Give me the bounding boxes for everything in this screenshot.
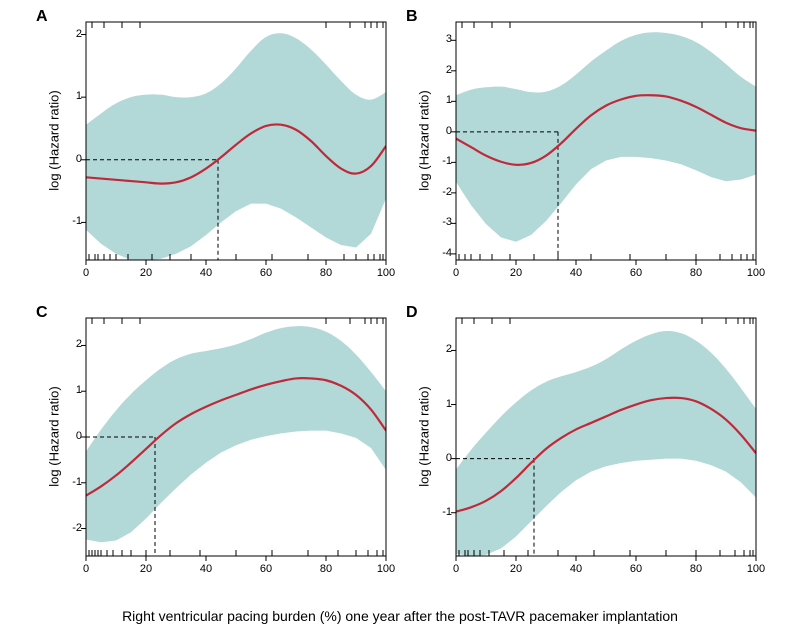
y-tick-label: -4 <box>432 247 452 259</box>
y-tick-label: 1 <box>62 90 82 102</box>
panel-B: Blog (Hazard ratio)020406080100-4-3-2-10… <box>434 14 764 272</box>
y-tick-label: -1 <box>432 155 452 167</box>
x-tick-label: 20 <box>136 563 156 575</box>
y-tick-label: 0 <box>432 452 452 464</box>
y-tick-label: 1 <box>432 398 452 410</box>
plot-area <box>456 318 756 556</box>
panel-label-D: D <box>406 304 418 322</box>
panel-C: Clog (Hazard ratio)020406080100-2-1012 <box>64 310 394 568</box>
x-tick-label: 80 <box>316 563 336 575</box>
y-tick-label: 2 <box>62 28 82 40</box>
x-tick-label: 40 <box>196 267 216 279</box>
x-tick-label: 80 <box>686 563 706 575</box>
x-tick-label: 60 <box>256 563 276 575</box>
plot-area <box>86 318 386 556</box>
chart-svg <box>456 22 756 260</box>
confidence-band <box>86 326 386 542</box>
confidence-band <box>456 32 756 241</box>
x-tick-label: 60 <box>626 267 646 279</box>
panel-label-A: A <box>36 8 48 26</box>
x-tick-label: 0 <box>446 563 466 575</box>
x-tick-label: 40 <box>566 563 586 575</box>
y-tick-label: 0 <box>62 153 82 165</box>
y-tick-label: 2 <box>62 338 82 350</box>
x-tick-label: 80 <box>316 267 336 279</box>
y-axis-label: log (Hazard ratio) <box>47 81 62 201</box>
y-tick-label: 2 <box>432 64 452 76</box>
plot-area <box>456 22 756 260</box>
y-tick-label: 0 <box>62 430 82 442</box>
x-tick-label: 20 <box>506 267 526 279</box>
x-tick-label: 0 <box>446 267 466 279</box>
x-tick-label: 60 <box>256 267 276 279</box>
x-tick-label: 100 <box>376 267 396 279</box>
x-tick-label: 20 <box>506 563 526 575</box>
x-tick-label: 40 <box>196 563 216 575</box>
y-tick-label: -3 <box>432 216 452 228</box>
x-tick-label: 0 <box>76 563 96 575</box>
y-axis-label: log (Hazard ratio) <box>47 377 62 497</box>
y-tick-label: 1 <box>432 94 452 106</box>
y-tick-label: 1 <box>62 384 82 396</box>
x-tick-label: 100 <box>746 267 766 279</box>
figure-container: Alog (Hazard ratio)020406080100-1012Blog… <box>0 0 800 637</box>
y-tick-label: -2 <box>432 186 452 198</box>
x-tick-label: 40 <box>566 267 586 279</box>
chart-svg <box>86 22 386 260</box>
y-tick-label: -1 <box>62 215 82 227</box>
panel-label-C: C <box>36 304 48 322</box>
x-tick-label: 80 <box>686 267 706 279</box>
panel-D: Dlog (Hazard ratio)020406080100-1012 <box>434 310 764 568</box>
y-tick-label: -1 <box>62 476 82 488</box>
x-tick-label: 100 <box>376 563 396 575</box>
chart-svg <box>86 318 386 556</box>
x-tick-label: 100 <box>746 563 766 575</box>
panel-label-B: B <box>406 8 418 26</box>
y-tick-label: -1 <box>432 506 452 518</box>
x-axis-label: Right ventricular pacing burden (%) one … <box>0 608 800 624</box>
y-tick-label: 3 <box>432 33 452 45</box>
y-axis-label: log (Hazard ratio) <box>417 81 432 201</box>
x-tick-label: 60 <box>626 563 646 575</box>
y-tick-label: 0 <box>432 125 452 137</box>
plot-area <box>86 22 386 260</box>
panel-A: Alog (Hazard ratio)020406080100-1012 <box>64 14 394 272</box>
x-tick-label: 20 <box>136 267 156 279</box>
x-tick-label: 0 <box>76 267 96 279</box>
confidence-band <box>456 331 756 556</box>
y-tick-label: 2 <box>432 343 452 355</box>
chart-svg <box>456 318 756 556</box>
confidence-band <box>86 33 386 260</box>
y-axis-label: log (Hazard ratio) <box>417 377 432 497</box>
y-tick-label: -2 <box>62 522 82 534</box>
